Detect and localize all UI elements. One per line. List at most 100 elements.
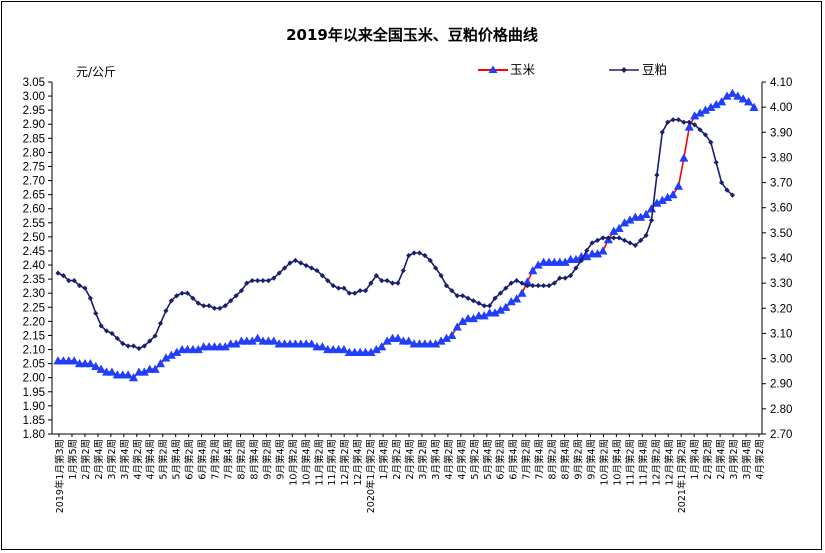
- left-tick-label: 1.85: [23, 415, 45, 427]
- x-tick-label: 2019年1月第3周: [54, 439, 66, 513]
- left-tick-label: 2.45: [23, 246, 45, 258]
- soymeal-point: [384, 278, 390, 284]
- x-tick-label: 9月第2周: [573, 439, 585, 480]
- x-tick-label: 6月第2周: [184, 439, 196, 480]
- x-tick-label: 5月第4周: [171, 439, 183, 480]
- soymeal-point: [546, 283, 552, 289]
- x-tick-label: 6月第2周: [495, 439, 507, 480]
- soymeal-point: [400, 267, 406, 274]
- x-tick-label: 7月第4周: [223, 439, 235, 480]
- soymeal-point: [648, 217, 655, 223]
- soymeal-point: [103, 328, 110, 334]
- soymeal-point: [670, 117, 676, 123]
- soymeal-point: [584, 247, 590, 254]
- corn-point: [377, 341, 387, 351]
- left-tick-label: 2.50: [23, 232, 45, 244]
- x-tick-label: 11月第2周: [624, 439, 636, 486]
- soymeal-point: [330, 283, 336, 289]
- x-tick-label: 9月第2周: [261, 439, 273, 480]
- x-tick-label: 12月第2周: [650, 439, 662, 486]
- corn-point: [128, 372, 139, 382]
- soymeal-point: [136, 345, 142, 352]
- soymeal-point: [373, 273, 379, 279]
- left-tick-label: 2.70: [23, 176, 45, 188]
- soymeal-point: [87, 295, 93, 301]
- soymeal-point: [611, 235, 617, 241]
- soymeal-point: [416, 250, 423, 256]
- soymeal-point: [271, 275, 277, 281]
- soymeal-point: [238, 288, 245, 294]
- soymeal-point: [567, 273, 574, 279]
- soymeal-point: [260, 278, 266, 284]
- soymeal-point: [249, 278, 255, 284]
- x-tick-label: 6月第4周: [508, 439, 520, 480]
- soymeal-point: [692, 122, 698, 128]
- x-tick-label: 2月第4周: [93, 439, 105, 480]
- soymeal-point: [184, 290, 191, 296]
- corn-point: [684, 122, 694, 131]
- x-tick-label: 9月第4周: [274, 439, 286, 480]
- soymeal-point: [60, 273, 66, 279]
- corn-point: [501, 302, 511, 311]
- x-tick-label: 12月第4周: [663, 439, 675, 486]
- corn-point: [269, 336, 279, 345]
- soymeal-point: [368, 280, 374, 286]
- left-tick-label: 2.30: [23, 288, 45, 300]
- soymeal-point: [551, 280, 557, 286]
- soymeal-point: [562, 275, 568, 281]
- right-tick-label: 3.50: [770, 228, 792, 240]
- x-tick-label: 4月第4周: [145, 439, 157, 480]
- left-tick-label: 2.95: [23, 105, 45, 117]
- soymeal-point: [357, 288, 363, 294]
- soymeal-point: [449, 288, 455, 294]
- left-tick-label: 1.95: [23, 387, 45, 399]
- soymeal-point: [627, 240, 633, 246]
- corn-point: [727, 88, 738, 97]
- corn-point: [717, 96, 727, 106]
- soymeal-point: [168, 298, 174, 304]
- soymeal-point: [125, 343, 131, 349]
- soymeal-point: [665, 119, 671, 125]
- x-tick-label: 10月第2周: [598, 439, 610, 486]
- right-tick-label: 2.80: [770, 404, 792, 416]
- left-tick-label: 2.25: [23, 302, 45, 314]
- soymeal-point: [594, 237, 601, 243]
- corn-point: [598, 246, 608, 255]
- soymeal-point: [255, 278, 261, 284]
- right-tick-label: 3.90: [770, 127, 792, 139]
- corn-point: [150, 364, 160, 373]
- x-tick-label: 4月第4周: [456, 439, 468, 480]
- soymeal-point: [362, 288, 369, 294]
- soymeal-point: [195, 300, 201, 306]
- soymeal-point: [201, 303, 207, 309]
- left-tick-label: 3.05: [23, 77, 45, 89]
- left-tick-label: 1.90: [23, 401, 45, 413]
- legend-soymeal-marker: [621, 67, 627, 73]
- legend-corn-marker: [488, 65, 498, 73]
- soymeal-point: [438, 273, 444, 279]
- soymeal-point: [654, 172, 660, 178]
- left-tick-label: 2.10: [23, 345, 45, 357]
- soymeal-point: [55, 270, 61, 276]
- soymeal-point: [163, 308, 169, 314]
- soymeal-point: [406, 252, 412, 259]
- x-tick-label: 8月第2周: [235, 439, 247, 480]
- soymeal-point: [228, 298, 234, 304]
- soymeal-point: [632, 242, 638, 249]
- x-tick-label: 6月第4周: [197, 439, 209, 480]
- x-tick-label: 7月第2周: [521, 439, 533, 480]
- right-tick-label: 3.60: [770, 203, 792, 215]
- x-tick-label: 1月第5周: [67, 439, 79, 480]
- soymeal-point: [147, 338, 153, 344]
- left-tick-label: 2.55: [23, 218, 45, 230]
- corn-point: [673, 181, 684, 190]
- left-tick-label: 2.65: [23, 190, 45, 202]
- x-tick-label: 7月第2周: [210, 439, 222, 480]
- soymeal-point: [411, 250, 417, 256]
- soymeal-point: [98, 323, 104, 329]
- soymeal-point: [605, 235, 611, 241]
- x-tick-label: 9月第4周: [585, 439, 597, 480]
- right-tick-label: 3.30: [770, 278, 792, 290]
- x-tick-label: 3月第2周: [106, 439, 118, 480]
